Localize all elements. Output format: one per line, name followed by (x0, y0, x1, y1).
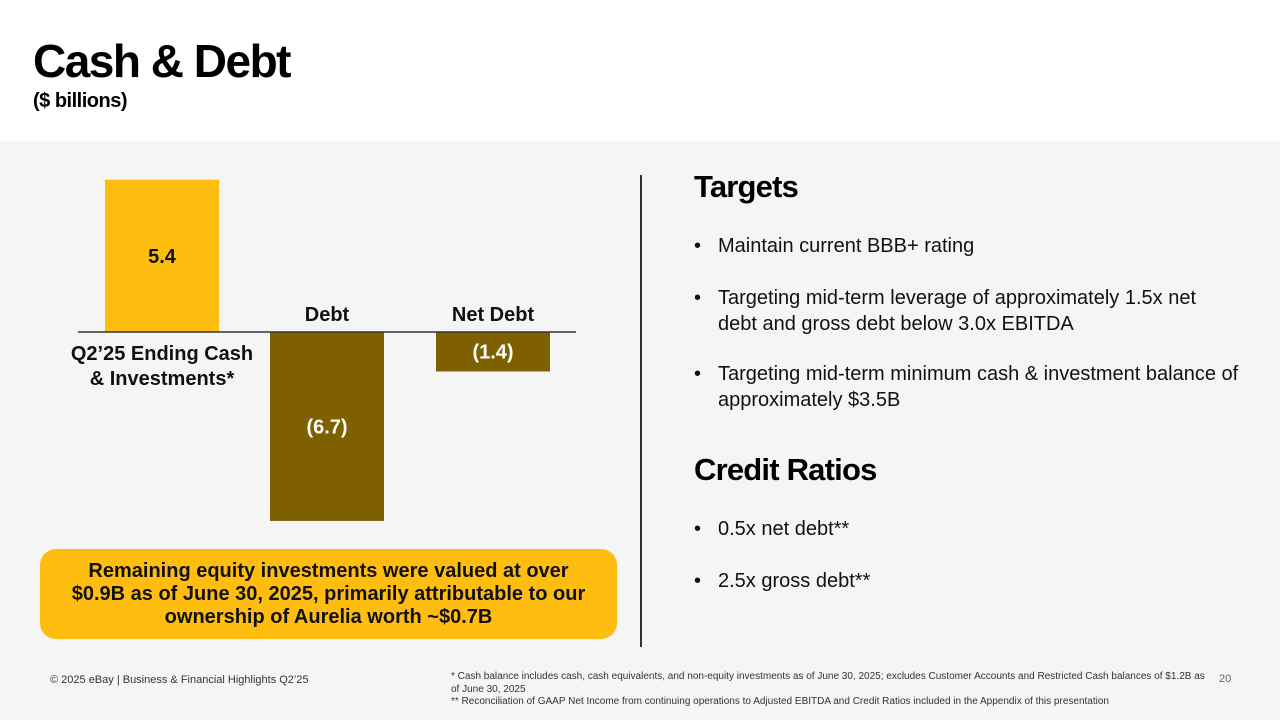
bullet-dot: • (694, 570, 702, 592)
credit-bullet-1-text: 0.5x net debt** (718, 518, 850, 540)
targets-heading: Targets (694, 169, 799, 204)
credit-bullet-2-text: 2.5x gross debt** (718, 570, 871, 592)
column-divider (640, 175, 642, 647)
credit-ratios-heading: Credit Ratios (694, 452, 877, 487)
data-label-3: (1.4) (472, 342, 513, 364)
footer-copyright: © 2025 eBay | Business & Financial Highl… (50, 674, 309, 686)
bullet-dot: • (694, 363, 702, 385)
category-label-3: Net Debt (452, 304, 535, 326)
bullet-dot: • (694, 287, 702, 309)
footnotes: * Cash balance includes cash, cash equiv… (451, 671, 1211, 709)
credit-bullet-1: • 0.5x net debt** (694, 516, 1239, 542)
footnote-1: * Cash balance includes cash, cash equiv… (451, 671, 1205, 695)
targets-bullet-3: • Targeting mid-term minimum cash & inve… (694, 361, 1239, 413)
targets-bullet-2-text: Targeting mid-term leverage of approxima… (718, 287, 1197, 335)
credit-bullet-2: • 2.5x gross debt** (694, 568, 1239, 594)
page-number: 20 (1219, 673, 1232, 685)
header-band (0, 0, 1280, 141)
cash-debt-bar-chart: 5.4 (6.7) (1.4) Q2’25 Ending Cash & Investme… (71, 179, 576, 521)
targets-bullet-3-text: Targeting mid-term minimum cash & invest… (718, 363, 1239, 411)
category-label-2: Debt (305, 304, 350, 326)
data-label-1: 5.4 (148, 246, 177, 268)
bullet-dot: • (694, 518, 702, 540)
equity-investments-callout: Remaining equity investments were valued… (40, 549, 617, 639)
bullet-dot: • (694, 235, 702, 257)
category-label-1: Q2’25 Ending Cash & Investments* (71, 343, 253, 390)
bar-2 (270, 332, 384, 521)
footnote-2: ** Reconciliation of GAAP Net Income fro… (451, 696, 1109, 707)
targets-bullet-1: • Maintain current BBB+ rating (694, 233, 1239, 259)
page-title: Cash & Debt (33, 35, 291, 87)
page-subtitle: ($ billions) (33, 90, 128, 112)
bar-1 (105, 179, 219, 332)
data-label-2: (6.7) (306, 416, 347, 438)
targets-bullet-2: • Targeting mid-term leverage of approxi… (694, 285, 1239, 337)
targets-bullet-1-text: Maintain current BBB+ rating (718, 235, 975, 257)
bar-3 (436, 332, 550, 372)
